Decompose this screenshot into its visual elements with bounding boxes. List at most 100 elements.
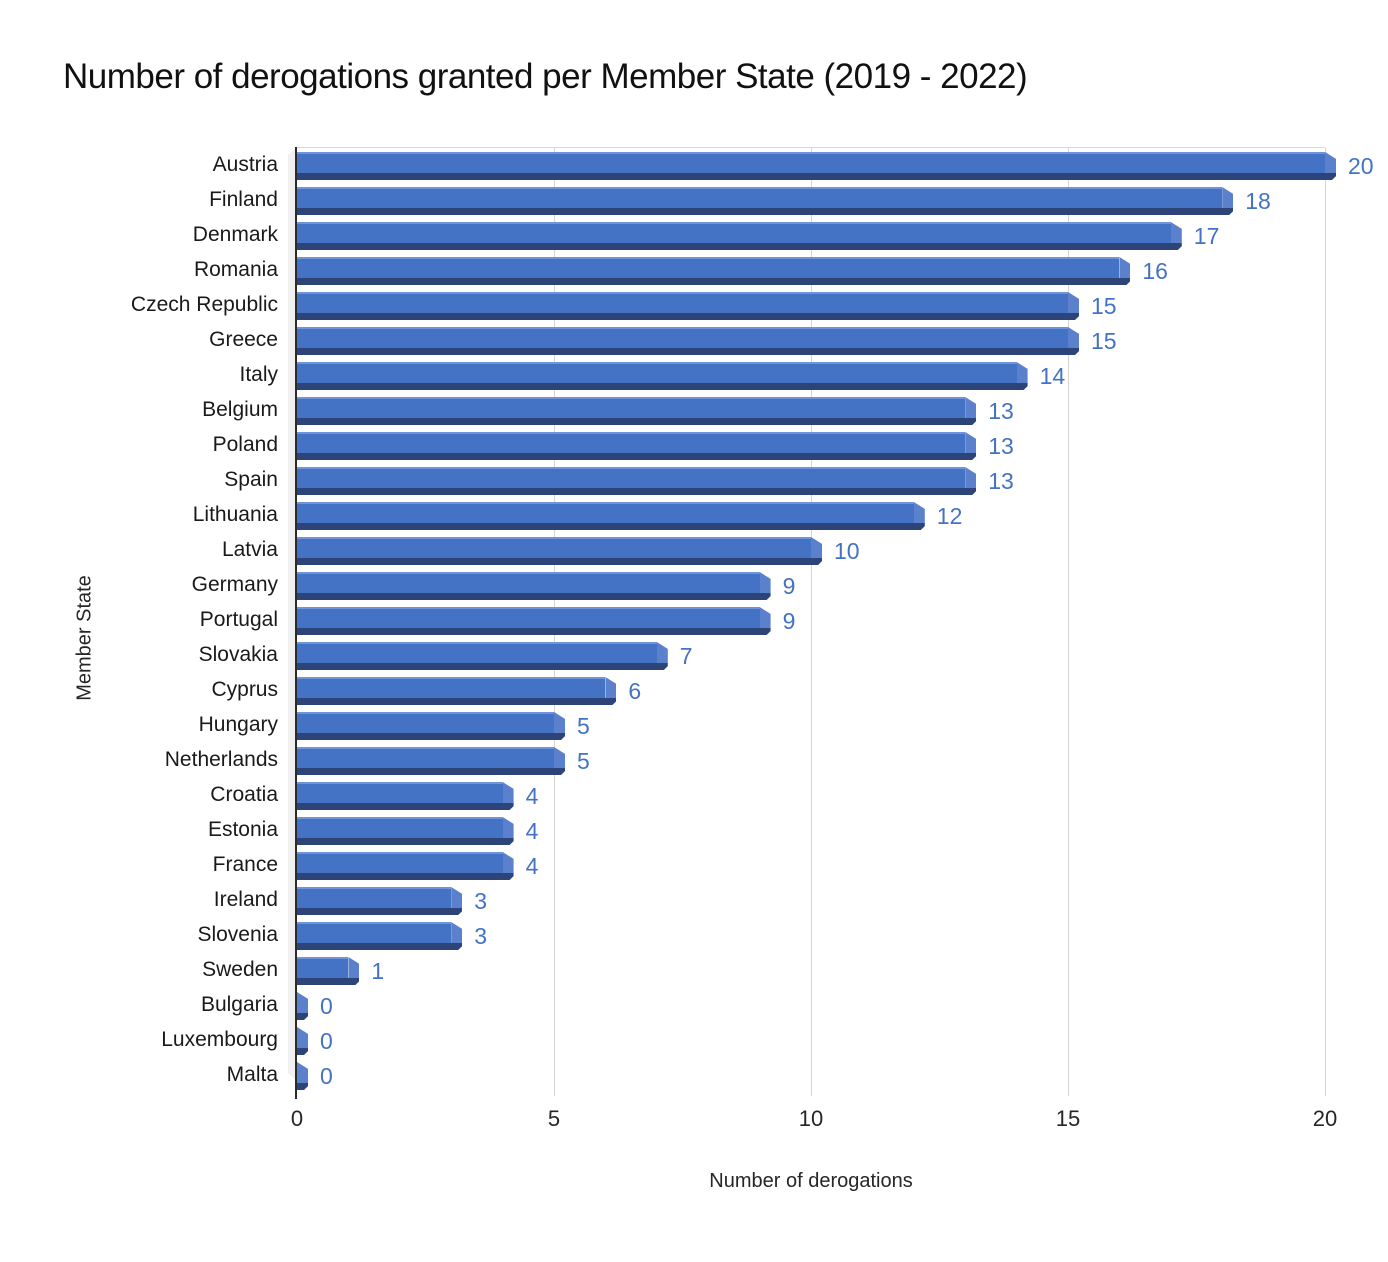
category-label: Finland	[209, 188, 278, 211]
bar-end-cap	[451, 887, 463, 908]
bar	[297, 502, 914, 523]
value-label: 7	[679, 643, 693, 669]
category-label: Spain	[224, 468, 278, 491]
bar-end-cap	[759, 572, 771, 593]
category-label: Denmark	[192, 223, 278, 246]
value-label: 14	[1039, 363, 1066, 389]
bar-shadow	[297, 628, 771, 635]
value-label: 6	[628, 678, 642, 704]
category-label: Slovenia	[197, 923, 278, 946]
bar-shadow	[297, 173, 1336, 180]
value-label: 3	[474, 923, 487, 949]
category-label: Netherlands	[164, 748, 278, 771]
x-tick-label: 5	[547, 1106, 561, 1131]
bar-shadow	[297, 873, 514, 880]
bar-end-cap	[1222, 187, 1234, 208]
value-label: 4	[525, 783, 539, 809]
value-label: 16	[1142, 258, 1168, 284]
bar	[297, 432, 966, 453]
bar-shadow	[297, 593, 771, 600]
bar-end-cap	[656, 642, 668, 663]
bar-end-cap	[297, 1062, 308, 1083]
bar	[297, 327, 1068, 348]
value-label: 0	[320, 1063, 333, 1089]
bar-end-cap	[1325, 152, 1336, 173]
value-label: 10	[834, 538, 860, 564]
bar-end-cap	[554, 712, 565, 733]
chart-title: Number of derogations granted per Member…	[63, 57, 1028, 96]
value-label: 13	[988, 398, 1014, 424]
bar-end-cap	[759, 607, 771, 628]
value-label: 13	[988, 433, 1014, 459]
value-label: 5	[577, 748, 590, 774]
value-label: 4	[525, 818, 539, 844]
bar	[297, 467, 966, 488]
x-axis-title: Number of derogations	[709, 1170, 913, 1192]
category-label: Czech Republic	[130, 293, 278, 316]
bar-end-cap	[502, 852, 514, 873]
bar-shadow	[297, 383, 1028, 390]
bar-end-cap	[1170, 222, 1182, 243]
bar-shadow	[297, 663, 668, 670]
bar-end-cap	[502, 817, 514, 838]
bar-end-cap	[297, 992, 308, 1013]
bar	[297, 292, 1068, 313]
bar-end-cap	[1068, 292, 1079, 313]
category-label: Austria	[212, 153, 278, 176]
bar	[297, 677, 606, 698]
x-tick-label: 0	[290, 1106, 304, 1131]
category-label: France	[212, 853, 278, 876]
plot-left-wall	[288, 147, 297, 1081]
bar-shadow	[297, 523, 925, 530]
gridline	[1068, 148, 1069, 1096]
value-label: 0	[320, 993, 333, 1019]
value-label: 20	[1348, 153, 1374, 179]
value-label: 9	[782, 608, 796, 634]
value-label: 15	[1091, 328, 1117, 354]
bar	[297, 887, 452, 908]
y-axis-line	[295, 147, 297, 1099]
bar-end-cap	[913, 502, 925, 523]
value-label: 1	[371, 958, 385, 984]
bar-shadow	[297, 838, 514, 845]
bar-shadow	[297, 768, 565, 775]
bar	[297, 782, 503, 803]
bar	[297, 152, 1325, 173]
bar	[297, 817, 503, 838]
bar-shadow	[297, 1083, 308, 1090]
bar-shadow	[297, 278, 1130, 285]
value-label: 13	[988, 468, 1014, 494]
value-label: 3	[474, 888, 487, 914]
category-label: Bulgaria	[200, 993, 278, 1016]
plot-area: 20 18 17 16 15 15 14 13 13 13 12 10 9 9 7 6 5 5 4 4 4 3 3 1 0 0 0	[297, 147, 1374, 1096]
category-label: Hungary	[198, 713, 278, 736]
value-label: 0	[320, 1028, 333, 1054]
bar	[297, 187, 1223, 208]
bar	[297, 222, 1171, 243]
category-label: Lithuania	[192, 503, 278, 526]
bar	[297, 257, 1120, 278]
category-label: Italy	[239, 363, 278, 386]
bar-shadow	[297, 698, 616, 705]
bar-shadow	[297, 348, 1079, 355]
bar-end-cap	[811, 537, 822, 558]
category-label: Malta	[226, 1063, 278, 1086]
category-label: Romania	[193, 258, 278, 281]
bar-shadow	[297, 558, 822, 565]
category-label: Belgium	[202, 398, 278, 421]
bar-shadow	[297, 208, 1233, 215]
bar-end-cap	[1068, 327, 1079, 348]
bar-end-cap	[965, 397, 977, 418]
category-label: Estonia	[207, 818, 278, 841]
bar-shadow	[297, 313, 1079, 320]
bar	[297, 922, 452, 943]
value-label: 17	[1193, 223, 1220, 249]
bar-shadow	[297, 1048, 308, 1055]
category-label: Poland	[212, 433, 278, 456]
gridline	[1325, 148, 1326, 1096]
category-label: Germany	[191, 573, 278, 596]
category-label: Luxembourg	[161, 1028, 278, 1051]
category-label: Latvia	[221, 538, 278, 561]
bar-end-cap	[605, 677, 617, 698]
